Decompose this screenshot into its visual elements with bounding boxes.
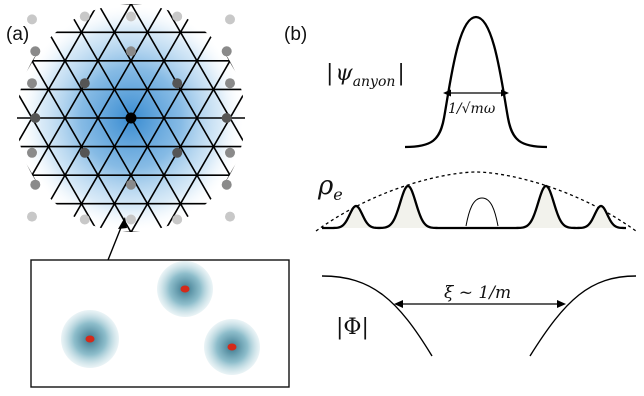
density-envelope-dashed	[315, 171, 637, 232]
panel-b-label: (b)	[284, 24, 307, 45]
anyon-1	[61, 310, 119, 368]
order-parameter-left-curve	[321, 275, 433, 357]
lattice-site	[225, 211, 235, 222]
inset-pointer-arrowhead	[118, 217, 127, 229]
lattice-site	[172, 78, 183, 89]
anyon-2	[157, 261, 213, 317]
lattice-site	[126, 179, 136, 190]
lattice-line	[49, 4, 245, 232]
lattice-sites	[27, 11, 235, 225]
lattice-site	[30, 113, 41, 123]
width-arrowhead-left	[443, 89, 451, 97]
anyon-core	[85, 335, 95, 343]
lattice-line	[74, 4, 245, 232]
lattice-site	[126, 46, 136, 57]
lattice-site	[30, 46, 41, 57]
panel-a-label: (a)	[6, 24, 29, 45]
coherence-arrowhead-right	[557, 300, 566, 308]
lattice-line	[17, 4, 188, 232]
order-parameter-label: |Φ|	[336, 315, 369, 340]
lattice-site	[79, 214, 90, 225]
lattice-site	[79, 147, 90, 158]
lattice-line	[17, 4, 237, 232]
lattice-line	[17, 4, 237, 232]
coherence-arrowhead-left	[394, 300, 403, 308]
lattice-line	[25, 4, 245, 232]
lattice-site	[126, 11, 136, 22]
lattice-site	[27, 14, 37, 25]
lattice-line	[74, 4, 245, 232]
lattice-site	[225, 78, 235, 89]
coherence-length-label: ξ ~ 1/m	[444, 283, 511, 303]
lattice-site	[79, 11, 90, 22]
lattice-site	[27, 147, 37, 158]
psi-anyon-label: |ψanyon|	[326, 61, 405, 90]
lattice-site	[172, 11, 183, 22]
anyon-wavefunction-curve	[404, 15, 548, 149]
central-density-bump	[465, 197, 499, 227]
anyon-3	[204, 319, 260, 375]
lattice-line	[17, 4, 188, 232]
width-arrowhead-right	[501, 89, 509, 97]
anyon-core	[180, 285, 190, 293]
lattice-site	[79, 78, 90, 89]
rho-e-label: ρe	[317, 171, 343, 204]
lattice-line	[25, 4, 245, 232]
lattice-site	[225, 14, 235, 25]
lattice-site	[27, 78, 37, 89]
density-profile-fill	[322, 186, 626, 228]
lattice-site	[221, 46, 232, 57]
charge-density-curve	[322, 184, 627, 230]
lattice-site	[27, 211, 37, 222]
anyon-core	[227, 343, 237, 351]
lattice-site	[225, 147, 235, 158]
lattice-site	[221, 179, 232, 190]
lattice-site	[172, 214, 183, 225]
lattice-line	[17, 4, 213, 232]
lattice-site	[221, 113, 232, 123]
order-parameter-right-curve	[529, 275, 637, 357]
width-label: 1/√mω	[448, 101, 496, 117]
lattice-site	[125, 112, 137, 124]
lattice-site	[126, 214, 136, 225]
lattice-site	[172, 147, 183, 158]
lattice-site	[30, 179, 41, 190]
